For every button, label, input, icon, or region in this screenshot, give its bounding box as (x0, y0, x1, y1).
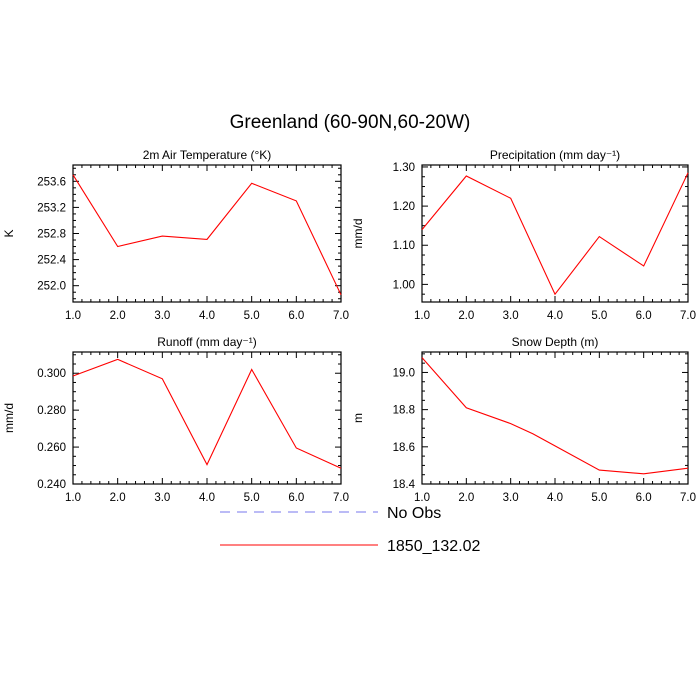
series-line-1850_132.02 (421, 172, 689, 296)
x-tick-label: 3.0 (154, 492, 170, 504)
y-tick-label: 0.240 (37, 479, 66, 491)
x-tick-label: 2.0 (458, 492, 474, 504)
x-tick-label: 3.0 (503, 310, 519, 322)
legend-label-2: 1850_132.02 (387, 538, 481, 555)
y-axis-label: K (2, 229, 16, 237)
y-tick-label: 0.260 (37, 442, 66, 454)
series-line-1850_132.02 (72, 358, 342, 469)
x-tick-label: 4.0 (547, 492, 563, 504)
x-tick-label: 2.0 (110, 310, 126, 322)
y-tick-label: 18.6 (393, 442, 415, 454)
panel-title: 2m Air Temperature (°K) (143, 148, 272, 162)
x-tick-label: 7.0 (333, 310, 349, 322)
y-tick-label: 18.4 (393, 479, 416, 491)
x-tick-label: 3.0 (503, 492, 519, 504)
y-tick-label: 1.00 (393, 279, 415, 291)
plot-frame (421, 351, 689, 485)
y-tick-label: 252.4 (37, 255, 66, 267)
x-tick-label: 1.0 (65, 492, 81, 504)
y-tick-label: 1.30 (393, 162, 415, 174)
figure-title: Greenland (60-90N,60-20W) (229, 112, 471, 133)
y-tick-label: 0.280 (37, 405, 66, 417)
y-tick-label: 1.20 (393, 201, 415, 213)
x-tick-label: 5.0 (244, 310, 260, 322)
panel-title: Precipitation (mm day⁻¹) (490, 148, 620, 162)
y-tick-label: 253.2 (37, 202, 66, 214)
x-tick-label: 4.0 (547, 310, 563, 322)
y-tick-label: 252.0 (37, 281, 66, 293)
x-tick-label: 7.0 (680, 492, 696, 504)
series-line-1850_132.02 (421, 357, 689, 475)
panel-title: Snow Depth (m) (512, 335, 599, 349)
chart-panel-1: 2m Air Temperature (°K) K 1.0 2.0 3.0 4.0 5.0 6… (2, 148, 349, 322)
x-tick-label: 5.0 (591, 492, 607, 504)
x-tick-label: 1.0 (65, 310, 81, 322)
x-tick-label: 7.0 (333, 492, 349, 504)
chart-panel-4: Snow Depth (m) m 1.0 2.0 3.0 4.0 5.0 6.0 7.0 18.4… (351, 335, 696, 504)
x-tick-label: 5.0 (244, 492, 260, 504)
series-line-1850_132.02 (72, 174, 342, 296)
x-tick-label: 2.0 (458, 310, 474, 322)
chart-panel-2: Precipitation (mm day⁻¹) mm/d 1.0 2.0 3.0 4.0… (351, 148, 696, 322)
x-tick-label: 1.0 (414, 492, 430, 504)
legend: No Obs 1850_132.02 (220, 505, 481, 555)
y-axis-label: mm/d (351, 219, 365, 249)
x-tick-label: 6.0 (636, 492, 652, 504)
x-tick-label: 2.0 (110, 492, 126, 504)
panel-title: Runoff (mm day⁻¹) (157, 335, 256, 349)
y-axis-label: mm/d (2, 403, 16, 433)
y-tick-label: 18.8 (393, 405, 415, 417)
x-tick-label: 6.0 (288, 492, 304, 504)
plot-frame (421, 164, 689, 303)
x-tick-label: 7.0 (680, 310, 696, 322)
chart-panel-3: Runoff (mm day⁻¹) mm/d 1.0 2.0 3.0 4.0 5.0 6.0 7… (2, 335, 349, 504)
x-tick-label: 5.0 (591, 310, 607, 322)
y-tick-label: 252.8 (37, 229, 66, 241)
x-tick-label: 6.0 (636, 310, 652, 322)
y-tick-label: 0.300 (37, 368, 66, 380)
x-tick-label: 4.0 (199, 310, 215, 322)
y-tick-label: 253.6 (37, 176, 66, 188)
y-tick-label: 19.0 (393, 367, 415, 379)
legend-label-1: No Obs (387, 505, 441, 522)
y-tick-label: 1.10 (393, 240, 415, 252)
x-tick-label: 1.0 (414, 310, 430, 322)
y-axis-label: m (351, 413, 365, 423)
x-tick-label: 3.0 (154, 310, 170, 322)
x-tick-label: 6.0 (288, 310, 304, 322)
plot-frame (72, 164, 342, 303)
x-tick-label: 4.0 (199, 492, 215, 504)
